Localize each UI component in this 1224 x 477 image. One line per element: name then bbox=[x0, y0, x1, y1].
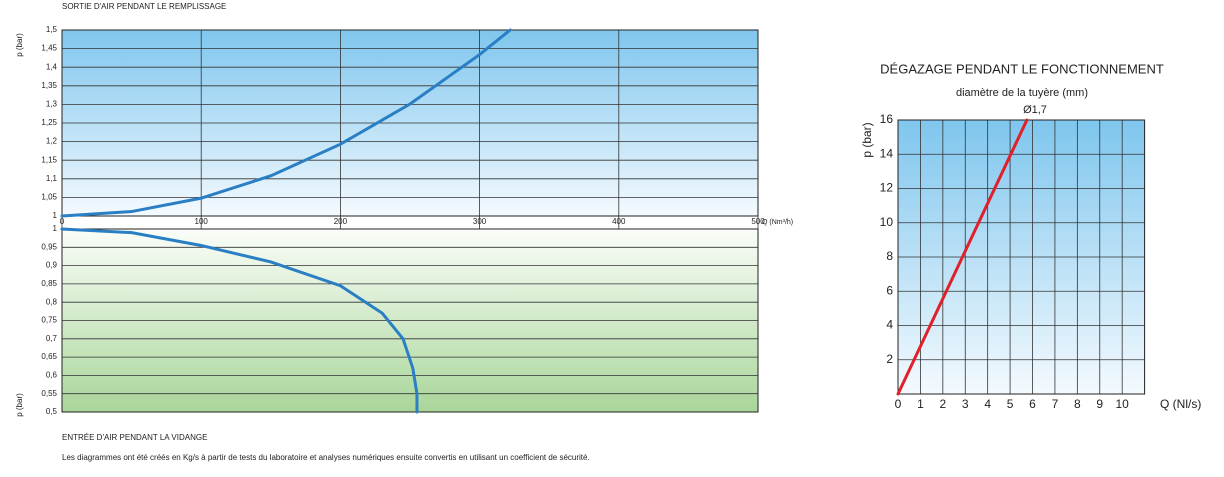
y-tick-label: 1,4 bbox=[46, 62, 58, 71]
chart-title: DÉGAZAGE PENDANT LE FONCTIONNEMENT bbox=[880, 61, 1164, 76]
x-tick-label: 7 bbox=[1052, 397, 1059, 411]
x-axis-label: Q (Nm³/h) bbox=[762, 219, 793, 226]
y-tick-label: 4 bbox=[886, 318, 893, 332]
x-tick-label: 300 bbox=[473, 217, 487, 226]
y-tick-label: 10 bbox=[880, 215, 894, 229]
y-axis-label: p (bar) bbox=[15, 393, 24, 417]
y-tick-label: 2 bbox=[886, 352, 893, 366]
x-tick-label: 8 bbox=[1074, 397, 1081, 411]
y-tick-label: 1,35 bbox=[41, 81, 57, 90]
x-tick-label: 3 bbox=[962, 397, 969, 411]
y-tick-label: 14 bbox=[880, 146, 894, 160]
chart-subtitle: diamètre de la tuyère (mm) bbox=[956, 87, 1088, 99]
y-tick-label: 0,8 bbox=[46, 297, 58, 306]
x-tick-label: 100 bbox=[195, 217, 209, 226]
y-tick-label: 0,7 bbox=[46, 334, 58, 343]
y-tick-label: 1 bbox=[53, 211, 58, 220]
data-line bbox=[60, 28, 512, 218]
x-tick-label: 400 bbox=[612, 217, 626, 226]
y-tick-label: 0,55 bbox=[41, 389, 57, 398]
x-tick-label: 2 bbox=[939, 397, 946, 411]
x-tick-label: 200 bbox=[334, 217, 348, 226]
y-tick-label: 1,05 bbox=[41, 193, 57, 202]
legend-label: Ø1,7 bbox=[1023, 104, 1047, 116]
y-tick-label: 0,65 bbox=[41, 352, 57, 361]
x-tick-label: 0 bbox=[60, 217, 65, 226]
y-tick-label: 0,95 bbox=[41, 242, 57, 251]
x-tick-label: 5 bbox=[1007, 397, 1014, 411]
data-line bbox=[60, 227, 419, 414]
y-axis-label: p (bar) bbox=[15, 33, 24, 57]
x-tick-label: 0 bbox=[895, 397, 902, 411]
chart-title: ENTRÉE D'AIR PENDANT LA VIDANGE bbox=[62, 433, 207, 442]
y-tick-label: 0,6 bbox=[46, 371, 58, 380]
y-axis-label: p (bar) bbox=[860, 122, 874, 157]
plot-frame bbox=[61, 29, 759, 217]
x-tick-label: 9 bbox=[1096, 397, 1103, 411]
x-tick-label: 500 bbox=[751, 217, 765, 226]
x-tick-label: 6 bbox=[1029, 397, 1036, 411]
y-tick-label: 1,2 bbox=[46, 137, 58, 146]
footnote: Les diagrammes ont été créés en Kg/s à p… bbox=[62, 453, 590, 462]
y-tick-label: 1,1 bbox=[46, 174, 58, 183]
y-tick-label: 16 bbox=[880, 112, 894, 126]
data-line bbox=[896, 118, 1029, 396]
y-tick-label: 0,9 bbox=[46, 261, 58, 270]
y-tick-label: 0,5 bbox=[46, 407, 58, 416]
plot-frame bbox=[61, 228, 759, 413]
y-tick-label: 1,3 bbox=[46, 100, 58, 109]
x-tick-label: 10 bbox=[1116, 397, 1130, 411]
y-tick-label: 8 bbox=[886, 249, 893, 263]
y-tick-label: 1,25 bbox=[41, 118, 57, 127]
x-axis-label: Q (Nl/s) bbox=[1160, 397, 1201, 411]
y-tick-label: 12 bbox=[880, 181, 894, 195]
y-tick-label: 6 bbox=[886, 283, 893, 297]
y-tick-label: 1,15 bbox=[41, 155, 57, 164]
x-tick-label: 4 bbox=[984, 397, 991, 411]
y-tick-label: 0,85 bbox=[41, 279, 57, 288]
y-tick-label: 1 bbox=[53, 224, 58, 233]
chart-title: SORTIE D'AIR PENDANT LE REMPLISSAGE bbox=[62, 2, 226, 11]
plot-frame bbox=[897, 119, 1146, 395]
y-tick-label: 1,45 bbox=[41, 44, 57, 53]
x-tick-label: 1 bbox=[917, 397, 924, 411]
y-tick-label: 1,5 bbox=[46, 25, 58, 34]
y-tick-label: 0,75 bbox=[41, 316, 57, 325]
